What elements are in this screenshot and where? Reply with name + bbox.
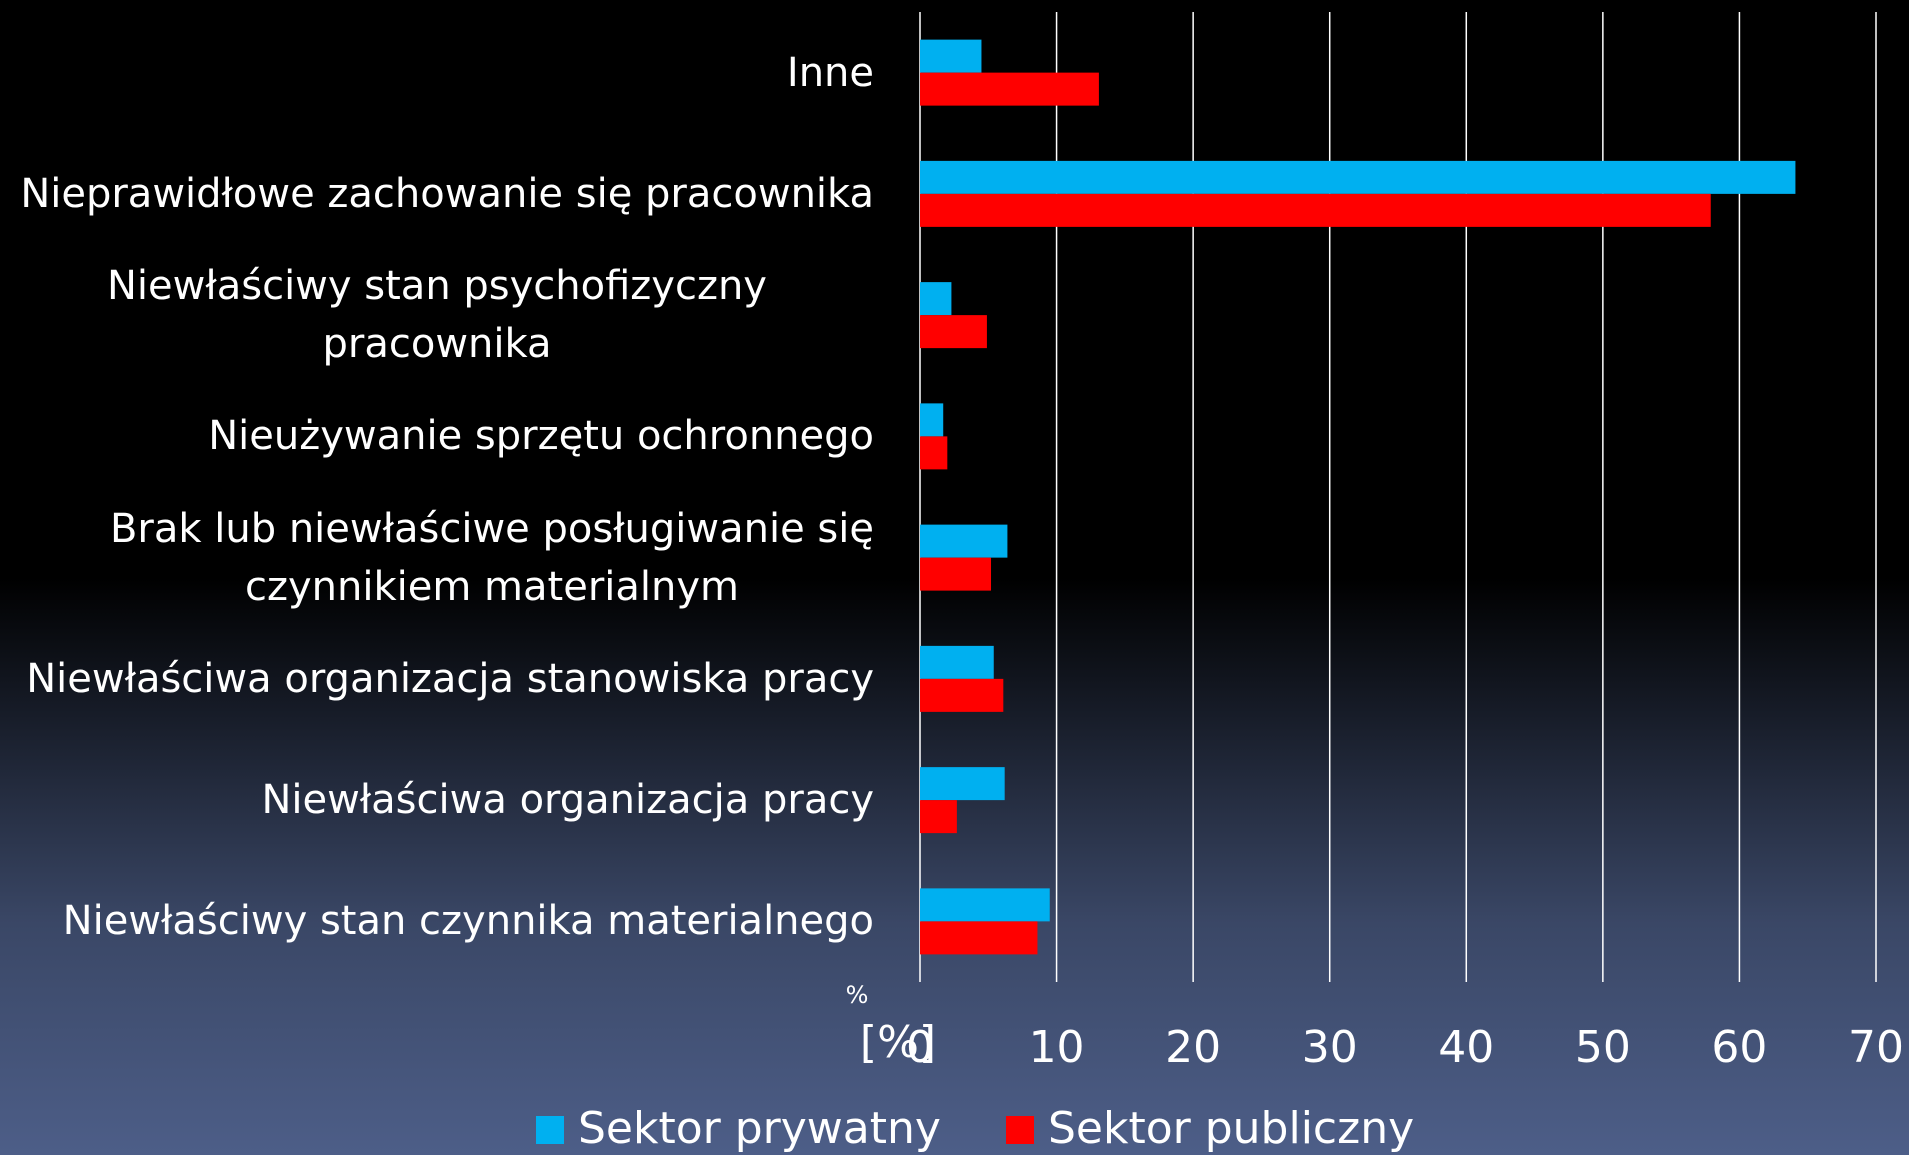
bar [920, 160, 1796, 194]
y-tick-label: Brak lub niewłaściwe posługiwanie się cz… [110, 500, 874, 616]
bar [920, 282, 952, 316]
x-tick-label: 20 [1165, 1022, 1221, 1073]
y-tick-label: Niewłaściwa organizacja stanowiska pracy [26, 650, 874, 708]
x-tick-label: 30 [1302, 1022, 1358, 1073]
annotation: % [846, 981, 869, 1009]
x-tick-label: 0 [906, 1022, 934, 1073]
bar [920, 72, 1099, 106]
bar [920, 193, 1711, 227]
y-tick-label: Niewłaściwy stan czynnika materialnego [63, 892, 874, 950]
y-tick-label: Niewłaściwy stan psychofizyczny pracowni… [0, 257, 874, 373]
y-tick-label: Inne [787, 44, 874, 102]
bar [920, 436, 948, 470]
bar [920, 39, 982, 73]
legend-swatch [536, 1116, 564, 1144]
y-tick-text: Niewłaściwy stan psychofizyczny pracowni… [107, 263, 767, 368]
legend-label: Sektor prywatny [578, 1103, 941, 1154]
x-tick-label: 70 [1848, 1022, 1904, 1073]
y-tick-text: Inne [786, 49, 874, 96]
y-tick-text: Nieużywanie sprzętu ochronnego [208, 413, 874, 460]
bar [920, 921, 1038, 955]
legend-swatch [1006, 1116, 1034, 1144]
y-tick-label: Nieużywanie sprzętu ochronnego [208, 407, 874, 465]
bar [920, 888, 1050, 922]
x-tick-label: 60 [1711, 1022, 1767, 1073]
bar [920, 315, 987, 349]
x-tick-label: 10 [1029, 1022, 1085, 1073]
bar [920, 767, 1005, 801]
y-tick-text: Niewłaściwa organizacja stanowiska pracy [26, 655, 874, 702]
y-tick-text: Brak lub niewłaściwe posługiwanie się cz… [109, 505, 874, 610]
x-axis-label: [%] [860, 1017, 936, 1068]
bar [920, 524, 1008, 558]
bar [920, 800, 957, 834]
y-tick-text: Nieprawidłowe zachowanie się pracownika [20, 170, 874, 217]
y-tick-label: Nieprawidłowe zachowanie się pracownika [20, 165, 874, 223]
bar [920, 645, 994, 679]
bar [920, 678, 1004, 712]
y-tick-label: Niewłaściwa organizacja pracy [261, 771, 874, 829]
bar [920, 403, 944, 437]
x-tick-label: 50 [1575, 1022, 1631, 1073]
x-tick-label: 40 [1438, 1022, 1494, 1073]
y-tick-text: Niewłaściwy stan czynnika materialnego [62, 898, 874, 945]
legend-label: Sektor publiczny [1048, 1103, 1414, 1154]
y-tick-text: Niewłaściwa organizacja pracy [261, 777, 874, 824]
bar [920, 557, 992, 591]
